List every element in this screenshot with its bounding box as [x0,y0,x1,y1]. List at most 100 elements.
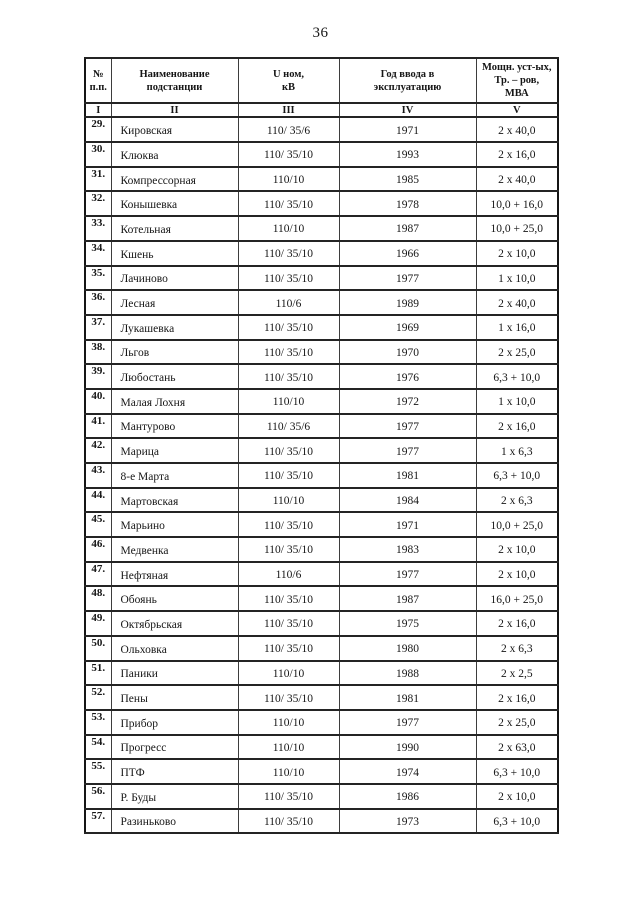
row-number: 45. [84,511,112,539]
row-number: 55. [84,758,112,785]
substations-table-container: № п.п. Наименование подстанции U ном, кВ… [84,56,559,835]
substation-name: Клюква [110,141,239,168]
column-numerals-row: I II III IV V [84,102,559,119]
substation-name: Мартовская [110,486,239,514]
power-value: 1 x 10,0 [475,387,559,415]
voltage-value: 110/ 35/10 [237,684,340,711]
substation-name: 8-е Марта [110,462,239,489]
substation-name: ПТФ [110,758,239,785]
power-value: 1 x 16,0 [475,313,559,341]
header-substation-name: Наименование подстанции [110,56,239,105]
substation-name: Прибор [110,708,239,736]
substation-name: Конышевка [110,190,239,218]
power-value: 6,3 + 10,0 [475,363,559,390]
voltage-value: 110/10 [237,708,340,736]
substation-name: Льгов [110,338,239,366]
year-value: 1973 [338,807,477,835]
table-row: 34. Кшень 110/ 35/10 1966 2 x 10,0 [84,239,559,267]
year-value: 1972 [338,387,477,415]
power-value: 1 x 6,3 [475,437,559,464]
power-value: 2 x 40,0 [475,165,559,193]
voltage-value: 110/ 35/10 [237,437,340,464]
row-number: 48. [84,585,112,613]
year-value: 1981 [338,684,477,711]
row-number: 34. [84,239,112,267]
power-value: 6,3 + 10,0 [475,462,559,489]
substations-table: № п.п. Наименование подстанции U ном, кВ… [84,56,559,835]
table-row: 49. Октябрьская 110/ 35/10 1975 2 x 16,0 [84,610,559,637]
row-number: 35. [84,264,112,292]
table-row: 42. Марица 110/ 35/10 1977 1 x 6,3 [84,437,559,464]
header-line: подстанции [146,81,203,93]
power-value: 16,0 + 25,0 [475,585,559,613]
power-value: 2 x 10,0 [475,782,559,810]
row-number: 49. [84,610,112,637]
row-number: 51. [84,659,112,687]
year-value: 1977 [338,264,477,292]
year-value: 1990 [338,733,477,761]
table-row: 40. Малая Лохня 110/10 1972 1 x 10,0 [84,387,559,415]
table-row: 45. Марьино 110/ 35/10 1971 10,0 + 25,0 [84,511,559,539]
power-value: 2 x 2,5 [475,659,559,687]
row-number: 42. [84,437,112,464]
year-value: 1976 [338,363,477,390]
power-value: 2 x 40,0 [475,289,559,316]
voltage-value: 110/10 [237,486,340,514]
table-row: 32. Конышевка 110/ 35/10 1978 10,0 + 16,… [84,190,559,218]
year-value: 1981 [338,462,477,489]
year-value: 1978 [338,190,477,218]
voltage-value: 110/ 35/10 [237,462,340,489]
header-line: Мощн. уст-ых, [481,62,552,73]
year-value: 1969 [338,313,477,341]
substation-name: Разиньково [110,807,239,835]
row-number: 36. [84,289,112,316]
table-row: 33. Котельная 110/10 1987 10,0 + 25,0 [84,215,559,242]
substation-name: Обоянь [110,585,239,613]
header-nominal-voltage: U ном, кВ [237,56,340,105]
table-row: 29. Кировская 110/ 35/6 1971 2 x 40,0 [84,116,559,144]
substation-name: Пены [110,684,239,711]
table-row: 39. Любостань 110/ 35/10 1976 6,3 + 10,0 [84,363,559,390]
power-value: 2 x 25,0 [475,338,559,366]
voltage-value: 110/10 [237,733,340,761]
year-value: 1971 [338,511,477,539]
year-value: 1980 [338,634,477,662]
power-value: 2 x 63,0 [475,733,559,761]
column-numeral: I [84,102,112,119]
voltage-value: 110/ 35/10 [237,634,340,662]
header-line: Год ввода в [380,68,435,80]
substation-name: Малая Лохня [110,387,239,415]
voltage-value: 110/10 [237,387,340,415]
voltage-value: 110/ 35/10 [237,585,340,613]
year-value: 1988 [338,659,477,687]
table-row: 51. Паники 110/10 1988 2 x 2,5 [84,659,559,687]
column-numeral: V [475,102,559,119]
substation-name: Паники [110,659,239,687]
table-row: 36. Лесная 110/6 1989 2 x 40,0 [84,289,559,316]
substation-name: Кшень [110,239,239,267]
row-number: 53. [84,708,112,736]
voltage-value: 110/ 35/10 [237,610,340,637]
row-number: 32. [84,190,112,218]
year-value: 1971 [338,116,477,144]
power-value: 2 x 6,3 [475,634,559,662]
substation-name: Ольховка [110,634,239,662]
year-value: 1993 [338,141,477,168]
power-value: 2 x 6,3 [475,486,559,514]
row-number: 40. [84,387,112,415]
year-value: 1975 [338,610,477,637]
substation-name: Лесная [110,289,239,316]
header-line: Наименование [139,68,210,80]
substation-name: Лукашевка [110,313,239,341]
table-row: 43. 8-е Марта 110/ 35/10 1981 6,3 + 10,0 [84,462,559,489]
year-value: 1987 [338,585,477,613]
table-row: 55. ПТФ 110/10 1974 6,3 + 10,0 [84,758,559,785]
power-value: 10,0 + 25,0 [475,215,559,242]
header-line: п.п. [89,81,107,93]
power-value: 1 x 10,0 [475,264,559,292]
table-row: 52. Пены 110/ 35/10 1981 2 x 16,0 [84,684,559,711]
voltage-value: 110/ 35/10 [237,363,340,390]
row-number: 41. [84,412,112,440]
voltage-value: 110/10 [237,758,340,785]
